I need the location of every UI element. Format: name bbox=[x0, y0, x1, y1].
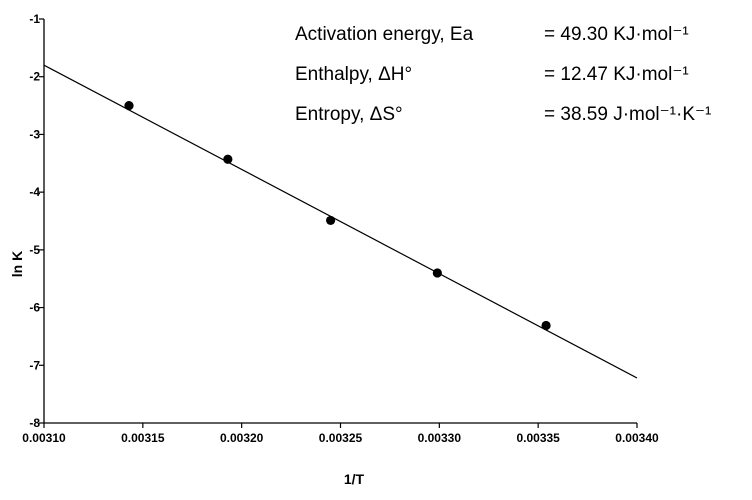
annotation-value-1: = 12.47 KJ·mol⁻¹ bbox=[544, 64, 689, 85]
x-tick-label: 0.00315 bbox=[121, 431, 165, 445]
y-tick-label: -2 bbox=[29, 70, 40, 84]
x-tick-label: 0.00335 bbox=[516, 431, 560, 445]
x-tick-label: 0.00330 bbox=[418, 431, 462, 445]
data-point bbox=[223, 154, 233, 164]
x-ticks: 0.00310 0.00315 0.00320 0.00325 0.00330 0.003… bbox=[22, 423, 659, 445]
data-point bbox=[432, 268, 442, 278]
x-tick-label: 0.00340 bbox=[615, 431, 659, 445]
y-ticks: -1 -2 -3 -4 -5 -6 -7 -8 bbox=[29, 12, 44, 430]
annotation-label-1: Enthalpy, ΔH° bbox=[295, 64, 412, 85]
annotation-value-0: = 49.30 KJ·mol⁻¹ bbox=[544, 24, 689, 45]
y-tick-label: -7 bbox=[29, 358, 40, 372]
y-axis-title: ln K bbox=[9, 251, 25, 277]
data-point bbox=[541, 320, 551, 331]
y-tick-label: -6 bbox=[29, 301, 40, 315]
y-tick-label: -4 bbox=[29, 185, 40, 199]
y-tick-label: -3 bbox=[29, 127, 40, 141]
annotation-label-0: Activation energy, Ea bbox=[295, 24, 474, 45]
fit-line bbox=[43, 64, 638, 379]
data-point bbox=[124, 100, 134, 111]
x-tick-label: 0.00325 bbox=[319, 431, 363, 445]
annotation-label-2: Entropy, ΔS° bbox=[295, 104, 403, 125]
y-tick-label: -5 bbox=[29, 243, 40, 257]
x-axis-title: 1/T bbox=[344, 471, 365, 487]
x-tick-label: 0.00310 bbox=[22, 431, 66, 445]
annotation-value-2: = 38.59 J·mol⁻¹·K⁻¹ bbox=[544, 104, 711, 125]
data-points bbox=[124, 100, 551, 331]
annotations: Activation energy, Ea = 49.30 KJ·mol⁻¹ E… bbox=[295, 24, 711, 125]
data-point bbox=[326, 215, 336, 226]
x-tick-label: 0.00320 bbox=[220, 431, 264, 445]
y-tick-label: -1 bbox=[29, 12, 40, 26]
fit-line-group bbox=[43, 64, 638, 379]
y-tick-label: -8 bbox=[29, 416, 40, 430]
